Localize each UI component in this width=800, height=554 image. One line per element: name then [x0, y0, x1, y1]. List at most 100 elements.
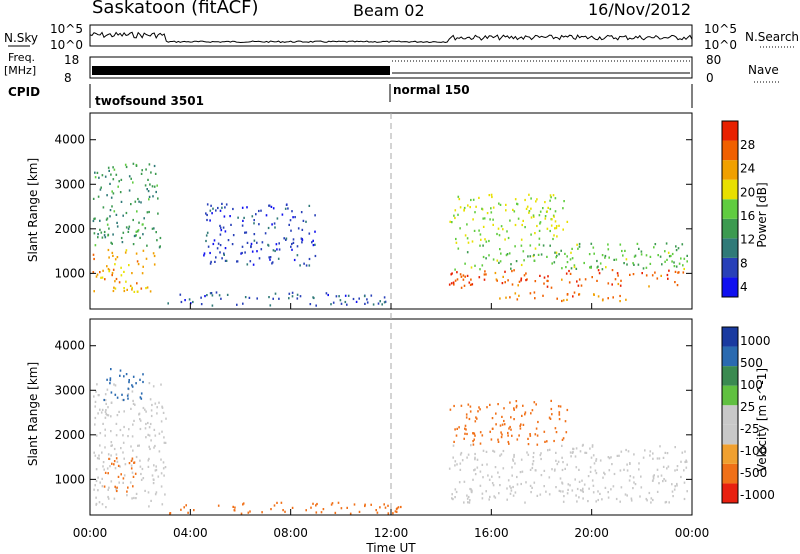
heatmap-cell	[454, 460, 457, 463]
heatmap-cell	[134, 200, 137, 203]
heatmap-cell	[144, 184, 147, 187]
heatmap-cell	[379, 506, 381, 509]
heatmap-cell	[503, 423, 506, 426]
heatmap-cell	[99, 408, 101, 411]
heatmap-cell	[125, 226, 128, 229]
heatmap-cell	[683, 469, 685, 472]
heatmap-cell	[636, 242, 639, 245]
heatmap-cell	[495, 423, 497, 426]
heatmap-cell	[288, 297, 290, 300]
heatmap-cell	[624, 493, 627, 496]
heatmap-cell	[492, 449, 494, 452]
heatmap-cell	[364, 504, 366, 508]
heatmap-cell	[547, 206, 549, 209]
heatmap-cell	[122, 451, 124, 454]
heatmap-cell	[676, 284, 679, 287]
heatmap-cell	[314, 230, 316, 233]
heatmap-cell	[496, 259, 499, 262]
heatmap-cell	[213, 239, 216, 242]
heatmap-cell	[533, 291, 536, 294]
heatmap-cell	[530, 233, 532, 236]
heatmap-cell	[133, 496, 135, 500]
heatmap-cell	[529, 433, 531, 436]
heatmap-cell	[151, 185, 154, 188]
heatmap-cell	[527, 437, 529, 440]
heatmap-cell	[652, 479, 654, 482]
heatmap-cell	[200, 303, 203, 306]
heatmap-cell	[482, 476, 484, 479]
heatmap-cell	[486, 463, 488, 466]
heatmap-cell	[160, 458, 162, 461]
heatmap-cell	[151, 403, 153, 407]
time-axis: 00:00 04:00 08:00 12:00 16:00 20:00 00:00	[73, 303, 709, 540]
heatmap-cell	[113, 447, 116, 451]
heatmap-cell	[94, 400, 97, 403]
heatmap-cell	[253, 233, 256, 236]
heatmap-cell	[682, 264, 684, 267]
heatmap-cell	[556, 235, 558, 238]
heatmap-cell	[116, 489, 118, 493]
heatmap-cell	[452, 498, 454, 501]
heatmap-cell	[155, 468, 158, 472]
heatmap-cell	[110, 173, 112, 176]
heatmap-cell	[299, 295, 302, 298]
heatmap-cell	[278, 297, 280, 300]
heatmap-cell	[137, 229, 140, 232]
heatmap-cell	[155, 190, 157, 194]
nsky-trace	[89, 31, 693, 44]
heatmap-cell	[513, 269, 515, 272]
heatmap-cell	[260, 209, 262, 212]
x-tick-label: 04:00	[173, 526, 208, 540]
heatmap-cell	[249, 510, 251, 513]
heatmap-cell	[630, 499, 633, 502]
heatmap-cell	[138, 413, 140, 416]
heatmap-cell	[296, 245, 299, 248]
heatmap-cell	[302, 219, 305, 222]
heatmap-cell	[101, 408, 104, 411]
heatmap-cell	[212, 207, 214, 210]
heatmap-cell	[219, 233, 222, 236]
heatmap-cell	[633, 453, 635, 456]
heatmap-cell	[285, 203, 288, 206]
heatmap-cell	[130, 407, 132, 410]
beam-label: Beam 02	[353, 1, 425, 20]
heatmap-cell	[466, 223, 468, 226]
heatmap-cell	[597, 269, 600, 272]
heatmap-cell	[370, 503, 372, 506]
heatmap-cell	[301, 228, 304, 231]
heatmap-cell	[121, 398, 124, 402]
heatmap-cell	[110, 444, 112, 447]
heatmap-cell	[276, 248, 278, 251]
heatmap-cell	[478, 406, 480, 409]
heatmap-cell	[358, 297, 360, 300]
heatmap-cell	[352, 297, 355, 301]
heatmap-cell	[459, 273, 462, 276]
heatmap-cell	[476, 466, 479, 469]
heatmap-cell	[287, 207, 289, 210]
heatmap-cell	[300, 211, 303, 214]
heatmap-cell	[132, 423, 134, 426]
heatmap-cell	[291, 242, 293, 246]
heatmap-cell	[244, 251, 246, 254]
heatmap-cell	[666, 273, 669, 277]
colorbar-tick-label: -100	[740, 444, 767, 458]
heatmap-cell	[474, 264, 476, 267]
heatmap-cell	[488, 478, 491, 481]
heatmap-cell	[94, 454, 97, 457]
heatmap-cell	[506, 498, 508, 501]
heatmap-cell	[155, 491, 158, 494]
heatmap-cell	[140, 201, 142, 204]
heatmap-cell	[504, 281, 506, 284]
heatmap-cell	[128, 264, 130, 267]
heatmap-cell	[163, 474, 165, 477]
heatmap-cell	[188, 298, 191, 301]
colorbar-swatch	[722, 199, 738, 219]
heatmap-cell	[164, 493, 166, 496]
heatmap-cell	[376, 511, 379, 514]
heatmap-cell	[604, 254, 607, 258]
heatmap-cell	[273, 222, 276, 225]
heatmap-cell	[94, 416, 97, 420]
heatmap-cell	[454, 496, 456, 499]
heatmap-cell	[548, 493, 551, 496]
heatmap-cell	[272, 297, 274, 300]
